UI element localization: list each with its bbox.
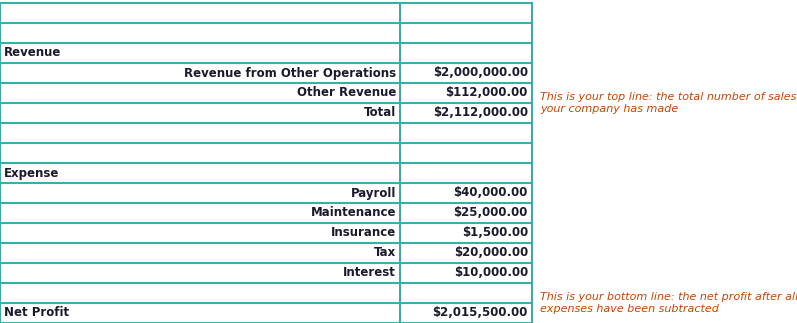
- Text: $40,000.00: $40,000.00: [453, 186, 528, 200]
- Text: $2,015,500.00: $2,015,500.00: [433, 307, 528, 319]
- Text: Tax: Tax: [374, 246, 396, 259]
- Text: Other Revenue: Other Revenue: [296, 87, 396, 99]
- Text: $25,000.00: $25,000.00: [453, 206, 528, 220]
- Text: $20,000.00: $20,000.00: [453, 246, 528, 259]
- Text: $10,000.00: $10,000.00: [453, 266, 528, 279]
- Text: $2,112,000.00: $2,112,000.00: [433, 107, 528, 120]
- Text: Insurance: Insurance: [331, 226, 396, 239]
- Text: Revenue: Revenue: [4, 47, 61, 59]
- Text: Expense: Expense: [4, 166, 59, 180]
- Text: This is your bottom line: the net profit after all
expenses have been subtracted: This is your bottom line: the net profit…: [540, 292, 797, 314]
- Text: $1,500.00: $1,500.00: [461, 226, 528, 239]
- Text: Net Profit: Net Profit: [4, 307, 69, 319]
- Text: Payroll: Payroll: [351, 186, 396, 200]
- Text: Maintenance: Maintenance: [311, 206, 396, 220]
- Text: $2,000,000.00: $2,000,000.00: [433, 67, 528, 79]
- Text: $112,000.00: $112,000.00: [446, 87, 528, 99]
- Text: Total: Total: [363, 107, 396, 120]
- Text: Interest: Interest: [344, 266, 396, 279]
- Text: Revenue from Other Operations: Revenue from Other Operations: [184, 67, 396, 79]
- Text: This is your top line: the total number of sales
your company has made: This is your top line: the total number …: [540, 92, 796, 114]
